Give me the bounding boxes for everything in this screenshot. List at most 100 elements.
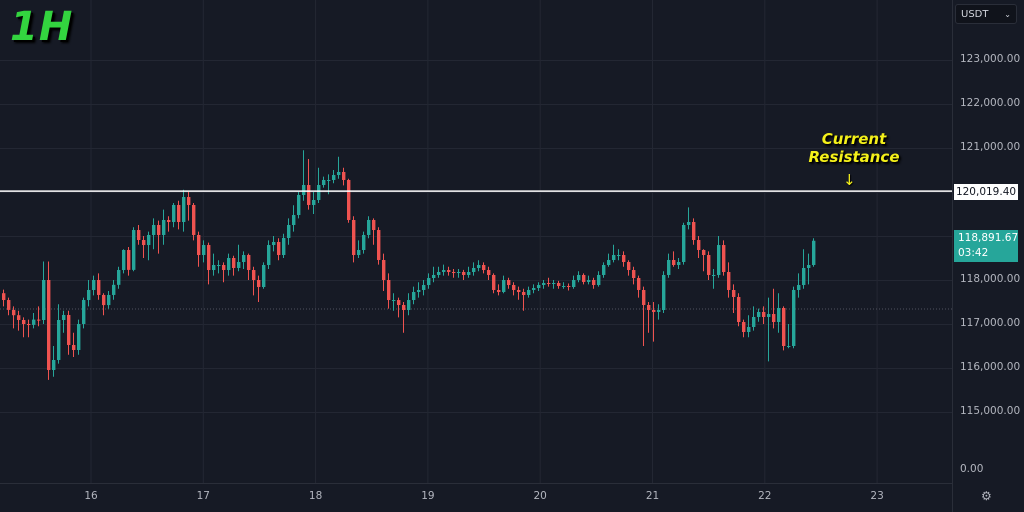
candle-body [437, 271, 441, 275]
candle [312, 192, 316, 214]
candle-body [237, 262, 241, 268]
candle-body [277, 241, 281, 256]
candle-body [377, 230, 381, 260]
candle-body [2, 293, 6, 301]
candle-body [432, 274, 436, 279]
candle-body [727, 271, 731, 290]
candle-body [117, 270, 121, 285]
candle-body [497, 289, 501, 293]
candle-body [342, 171, 346, 180]
candle-body [712, 274, 716, 276]
candle [702, 249, 706, 272]
time-tick-label: 21 [645, 490, 660, 502]
candle [162, 209, 166, 245]
candle [697, 236, 701, 258]
price-tick-label: 0.00 [960, 463, 984, 475]
candle [17, 310, 21, 331]
settings-gear-icon[interactable]: ⚙ [981, 489, 992, 503]
candle [452, 269, 456, 278]
candle-body [667, 259, 671, 275]
candle [102, 293, 106, 316]
candle-body [52, 359, 56, 370]
candle-body [792, 289, 796, 346]
candle [572, 275, 576, 289]
candle-body [662, 274, 666, 311]
candle-body [622, 255, 626, 263]
candle-body [152, 225, 156, 235]
candle-body [657, 310, 661, 312]
candle [147, 231, 151, 261]
candle [732, 284, 736, 313]
candle [392, 293, 396, 311]
candle-body [737, 296, 741, 323]
candle [537, 282, 541, 291]
candle [282, 233, 286, 258]
candle [367, 216, 371, 239]
candle [62, 310, 66, 333]
candle-body [652, 310, 656, 312]
candle-body [197, 234, 201, 256]
candle-body [227, 258, 231, 271]
candle-body [347, 179, 351, 220]
candle [662, 271, 666, 313]
candle-body [27, 324, 31, 325]
candle-body [477, 264, 481, 268]
candle [757, 308, 761, 322]
candle-body [367, 219, 371, 235]
candle [602, 262, 606, 278]
candle [497, 284, 501, 296]
candle [382, 253, 386, 291]
candle [237, 244, 241, 272]
candle-body [72, 344, 76, 351]
candle [792, 286, 796, 349]
last-price-value: 118,891.67 [958, 232, 1019, 244]
candle-body [417, 289, 421, 293]
candle-body [757, 311, 761, 318]
candle-body [162, 219, 166, 235]
candle-body [472, 267, 476, 272]
candle [157, 220, 161, 254]
candle-body [177, 204, 181, 223]
candle [727, 262, 731, 298]
candle [262, 262, 266, 289]
candle [737, 293, 741, 327]
candle [587, 275, 591, 285]
candle [647, 302, 651, 333]
candle [397, 297, 401, 318]
candle-body [87, 289, 91, 301]
candle [717, 236, 721, 278]
candle [117, 266, 121, 289]
candle-body [597, 274, 601, 286]
candle [722, 240, 726, 276]
candle-body [77, 324, 81, 351]
candle [437, 266, 441, 278]
candle-body [447, 270, 451, 272]
candle-countdown: 03:42 [958, 247, 989, 259]
candle [247, 253, 251, 280]
candle-body [777, 307, 781, 323]
candle-body [587, 280, 591, 282]
time-tick-label: 16 [84, 490, 98, 502]
candle [337, 156, 341, 179]
annotation-line-1: Current [821, 130, 887, 148]
candle [612, 244, 616, 263]
candle-body [222, 264, 226, 271]
candle-body [722, 245, 726, 272]
candle-body [592, 280, 596, 286]
candle-body [647, 304, 651, 311]
candle-body [62, 314, 66, 320]
candle [457, 269, 461, 278]
candle-body [582, 274, 586, 282]
candle [557, 280, 561, 289]
candle [407, 293, 411, 316]
candle-body [247, 255, 251, 271]
candle-body [167, 219, 171, 223]
candle [632, 266, 636, 285]
candle [752, 306, 756, 331]
candle [492, 273, 496, 294]
candle [172, 203, 176, 228]
currency-selector[interactable]: USDT ⌄ [955, 4, 1017, 24]
candle [682, 222, 686, 265]
candle [152, 218, 156, 250]
